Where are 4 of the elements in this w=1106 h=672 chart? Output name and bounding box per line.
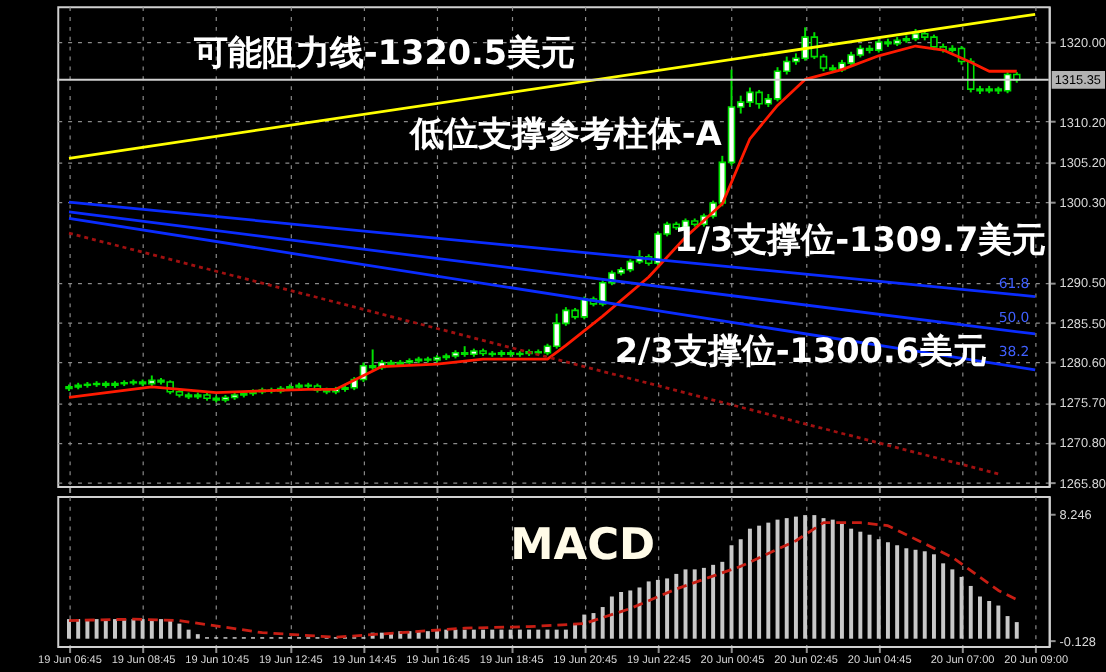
annotation: 低位支撑参考柱体-A [407,112,722,153]
annotation: 可能阻力线-1320.5美元 [191,32,576,73]
annotation: 1/3支撑位-1309.7美元 [674,219,1047,260]
annotation: MACD [510,521,656,572]
